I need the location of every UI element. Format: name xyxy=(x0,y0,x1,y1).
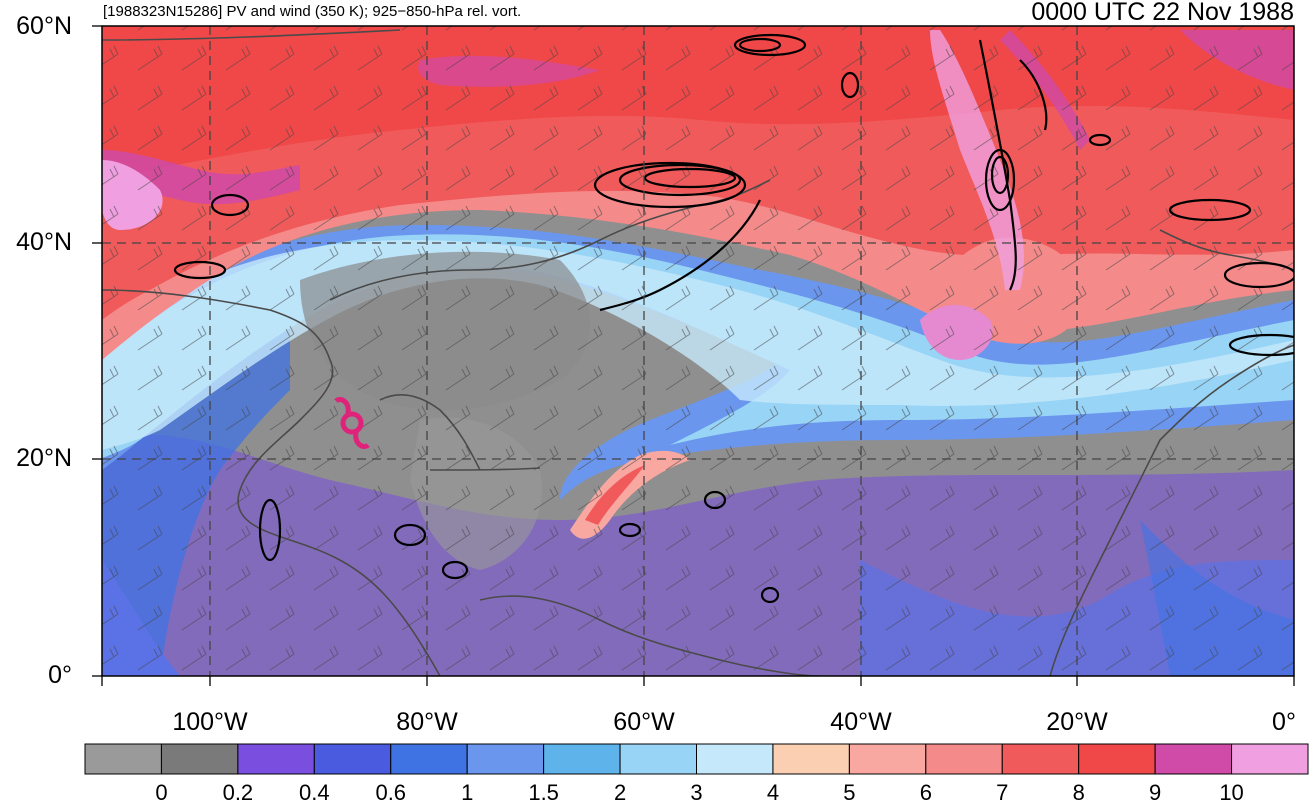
colorbar-swatch xyxy=(390,743,468,775)
colorbar-swatch xyxy=(466,743,545,775)
pv-field xyxy=(102,26,1294,676)
plot-title: [1988323N15286] PV and wind (350 K); 925… xyxy=(103,3,522,20)
colorbar-label: 8 xyxy=(1072,780,1085,805)
axis-ticks xyxy=(92,25,1295,686)
colorbar-swatch xyxy=(84,743,162,775)
lon-label-0: 0° xyxy=(1272,708,1296,736)
colorbar-label: 9 xyxy=(1149,780,1162,805)
lon-label-100w: 100°W xyxy=(172,708,248,736)
colorbar-label: 4 xyxy=(766,780,780,805)
colorbar-label: 6 xyxy=(919,780,932,805)
lon-label-20w: 20°W xyxy=(1046,708,1108,736)
lat-label-0: 0° xyxy=(48,661,72,689)
colorbar-swatch xyxy=(772,743,850,775)
lon-label-80w: 80°W xyxy=(396,708,458,736)
colorbar-label: 0.4 xyxy=(299,780,330,805)
colorbar-label: 7 xyxy=(996,780,1009,805)
colorbar-label: 2 xyxy=(613,780,627,805)
colorbar-swatch xyxy=(160,743,239,775)
colorbar-label: 1 xyxy=(461,780,474,805)
colorbar-swatch xyxy=(1154,743,1233,775)
colorbar-swatch xyxy=(313,743,392,775)
colorbar-swatch xyxy=(1078,743,1156,775)
map-frame xyxy=(101,25,1295,677)
colorbar-label: 0.6 xyxy=(375,780,407,805)
tropical-cyclone-icon xyxy=(334,397,370,449)
colorbar-label: 0 xyxy=(155,780,168,805)
colorbar-label: 1.5 xyxy=(528,780,559,805)
colorbar-swatch xyxy=(237,743,315,775)
colorbar-label: 10 xyxy=(1219,780,1244,805)
colorbar xyxy=(84,743,1309,775)
colorbar-label: 0.2 xyxy=(222,780,254,805)
lon-label-60w: 60°W xyxy=(613,708,675,736)
lat-label-40n: 40°N xyxy=(16,228,72,256)
lat-label-60n: 60°N xyxy=(16,12,72,40)
colorbar-label: 5 xyxy=(843,780,856,805)
colorbar-swatch xyxy=(925,743,1003,775)
colorbar-swatch xyxy=(1231,743,1309,775)
colorbar-swatch xyxy=(543,743,621,775)
colorbar-label: 3 xyxy=(690,780,703,805)
lon-label-40w: 40°W xyxy=(830,708,892,736)
plot-timestamp: 0000 UTC 22 Nov 1988 xyxy=(1031,0,1294,26)
colorbar-swatch xyxy=(848,743,927,775)
colorbar-swatch xyxy=(619,743,697,775)
colorbar-swatch xyxy=(1001,743,1080,775)
colorbar-swatch xyxy=(696,743,774,775)
lat-label-20n: 20°N xyxy=(16,444,72,472)
